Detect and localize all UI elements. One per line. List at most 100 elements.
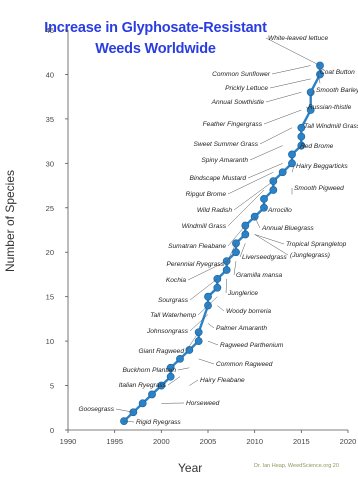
data-point xyxy=(241,221,250,230)
y-tick-label: 0 xyxy=(50,426,54,435)
data-point xyxy=(213,283,222,292)
annotation-leader xyxy=(263,109,302,125)
annotation-label: Rigid Ryegrass xyxy=(136,419,181,426)
annotation-leader xyxy=(233,180,274,211)
annotation-label: Tall Waterhemp xyxy=(150,312,196,319)
annotation-label: Sweet Summer Grass xyxy=(194,141,259,148)
annotation-leader xyxy=(225,243,237,265)
x-tick-label: 2005 xyxy=(200,437,217,446)
annotation-leader xyxy=(269,78,311,89)
annotation-leader xyxy=(187,260,227,281)
data-point xyxy=(297,141,306,150)
annotation-leader xyxy=(227,225,246,247)
data-point xyxy=(232,239,240,248)
annotation-leader xyxy=(225,278,227,294)
y-tick-label: 35 xyxy=(46,115,54,124)
y-tick-label: 25 xyxy=(46,204,54,213)
annotation-label: Hairy Beggarticks xyxy=(296,163,348,170)
annotation-leader xyxy=(197,296,218,316)
annotation-label: Windmill Grass xyxy=(182,223,227,230)
annotation-leader xyxy=(115,408,134,413)
annotation-label: Ripgut Brome xyxy=(186,191,227,198)
data-point xyxy=(241,230,250,239)
data-point xyxy=(166,363,175,372)
annotation-label: Prickly Lettuce xyxy=(225,85,268,92)
annotation-label: Liverseedgrass xyxy=(242,254,287,261)
annotation-label: Junglerice xyxy=(227,290,258,297)
annotation-label: Kochia xyxy=(166,277,186,284)
data-point xyxy=(260,194,268,203)
annotation-label: Perennial Ryegrass xyxy=(166,261,224,268)
x-axis-label: Year xyxy=(178,461,203,475)
annotation-label: (Junglegrass) xyxy=(290,252,330,259)
annotation-leader xyxy=(189,278,218,301)
annotation-leader xyxy=(297,145,302,151)
data-point xyxy=(269,186,278,194)
data-point xyxy=(306,88,315,97)
annotation-leader xyxy=(263,207,267,211)
annotation-leader xyxy=(198,358,215,365)
annotation-label: Horseweed xyxy=(186,400,220,407)
annotation-leader xyxy=(254,234,289,256)
x-tick-label: 1995 xyxy=(106,437,123,446)
data-point xyxy=(297,132,306,141)
annotation-leader xyxy=(305,106,311,111)
annotation-label: Feather Fingergrass xyxy=(203,121,263,128)
y-tick-label: 5 xyxy=(50,382,54,391)
data-point xyxy=(204,292,212,301)
annotation-leader xyxy=(227,171,274,195)
annotation-label: Spiny Amaranth xyxy=(201,157,248,164)
y-tick-label: 45 xyxy=(46,26,54,35)
x-tick-label: 2000 xyxy=(153,437,170,446)
annotation-leader xyxy=(207,340,219,346)
annotation-leader xyxy=(123,420,135,423)
annotation-label: Common Sunflower xyxy=(212,71,271,78)
annotation-label: Sourgrass xyxy=(158,297,189,304)
x-tick-label: 2010 xyxy=(246,437,263,446)
data-point xyxy=(194,337,203,346)
annotation-leader xyxy=(271,65,311,75)
annotation-label: Sumatran Fleabane xyxy=(168,243,226,250)
annotation-leader xyxy=(254,216,261,229)
annotation-leader xyxy=(249,145,283,161)
annotation-leader xyxy=(317,71,321,84)
annotation-label: Annual Sowthistle xyxy=(211,99,265,106)
annotation-label: Russian-thistle xyxy=(308,104,352,111)
annotation-leader xyxy=(254,234,285,245)
chart-title-line-2: Weeds Worldwide xyxy=(95,41,216,57)
annotation-leader xyxy=(233,261,237,276)
annotation-leader xyxy=(265,37,321,66)
annotation-label: Bindscape Mustard xyxy=(190,175,247,182)
y-tick-label: 15 xyxy=(46,293,54,302)
data-point xyxy=(176,354,184,363)
credit-text: Dr. Ian Heap, WeedScience.org 20 xyxy=(254,463,339,469)
annotation-label: Common Ragweed xyxy=(216,361,273,368)
annotation-label: Red Brome xyxy=(300,143,334,150)
data-point xyxy=(250,212,259,221)
y-tick-label: 30 xyxy=(46,159,54,168)
x-tick-label: 1990 xyxy=(60,437,77,446)
annotation-label: Woody borreria xyxy=(226,308,271,315)
annotation-leader xyxy=(301,125,303,128)
y-tick-label: 40 xyxy=(46,70,54,79)
annotation-leader xyxy=(185,332,199,352)
data-point xyxy=(166,372,175,381)
annotation-label: Smooth Barley xyxy=(316,87,358,94)
annotation-label: Italian Ryegrass xyxy=(119,382,167,389)
annotation-label: Goosegrass xyxy=(78,406,114,413)
annotation-leader xyxy=(247,163,283,179)
annotation-label: Coat Button xyxy=(320,69,355,76)
annotation-leader xyxy=(177,367,190,371)
annotation-label: Wild Radish xyxy=(197,207,232,214)
annotation-leader xyxy=(217,305,225,312)
data-point xyxy=(288,159,296,168)
annotation-leader xyxy=(259,127,293,145)
annotation-leader xyxy=(239,243,246,258)
annotation-label: Buckhorn Plantain xyxy=(122,367,176,374)
annotation-label: Hairy Fleabane xyxy=(200,377,245,384)
y-tick-label: 10 xyxy=(46,337,54,346)
annotation-label: Johnsongrass xyxy=(146,328,189,335)
annotation-label: Smooth Pigweed xyxy=(294,185,344,192)
